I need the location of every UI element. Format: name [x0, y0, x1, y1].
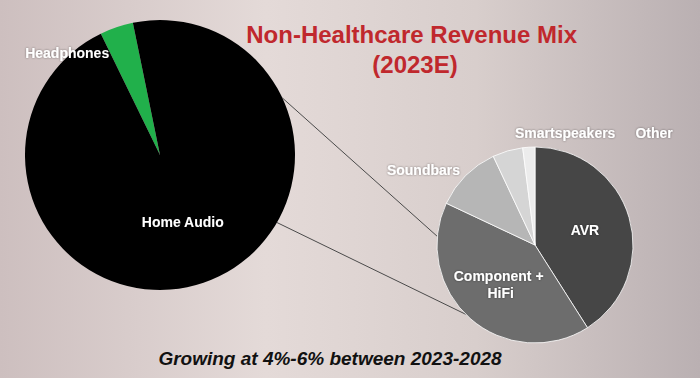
- svg-text:Component +: Component +: [454, 268, 548, 284]
- svg-text:Home Audio: Home Audio: [142, 214, 224, 230]
- svg-text:Headphones: Headphones: [25, 45, 109, 61]
- svg-text:AVR: AVR: [571, 222, 600, 238]
- svg-text:(2023E): (2023E): [372, 51, 457, 78]
- svg-text:Other: Other: [635, 125, 673, 141]
- svg-text:Soundbars: Soundbars: [387, 162, 460, 178]
- svg-text:Smartspeakers: Smartspeakers: [515, 125, 616, 141]
- svg-text:HiFi: HiFi: [487, 285, 513, 301]
- svg-text:Non-Healthcare Revenue Mix: Non-Healthcare Revenue Mix: [246, 21, 583, 48]
- svg-text:Growing at 4%-6% between 2023-: Growing at 4%-6% between 2023-2028: [158, 348, 502, 369]
